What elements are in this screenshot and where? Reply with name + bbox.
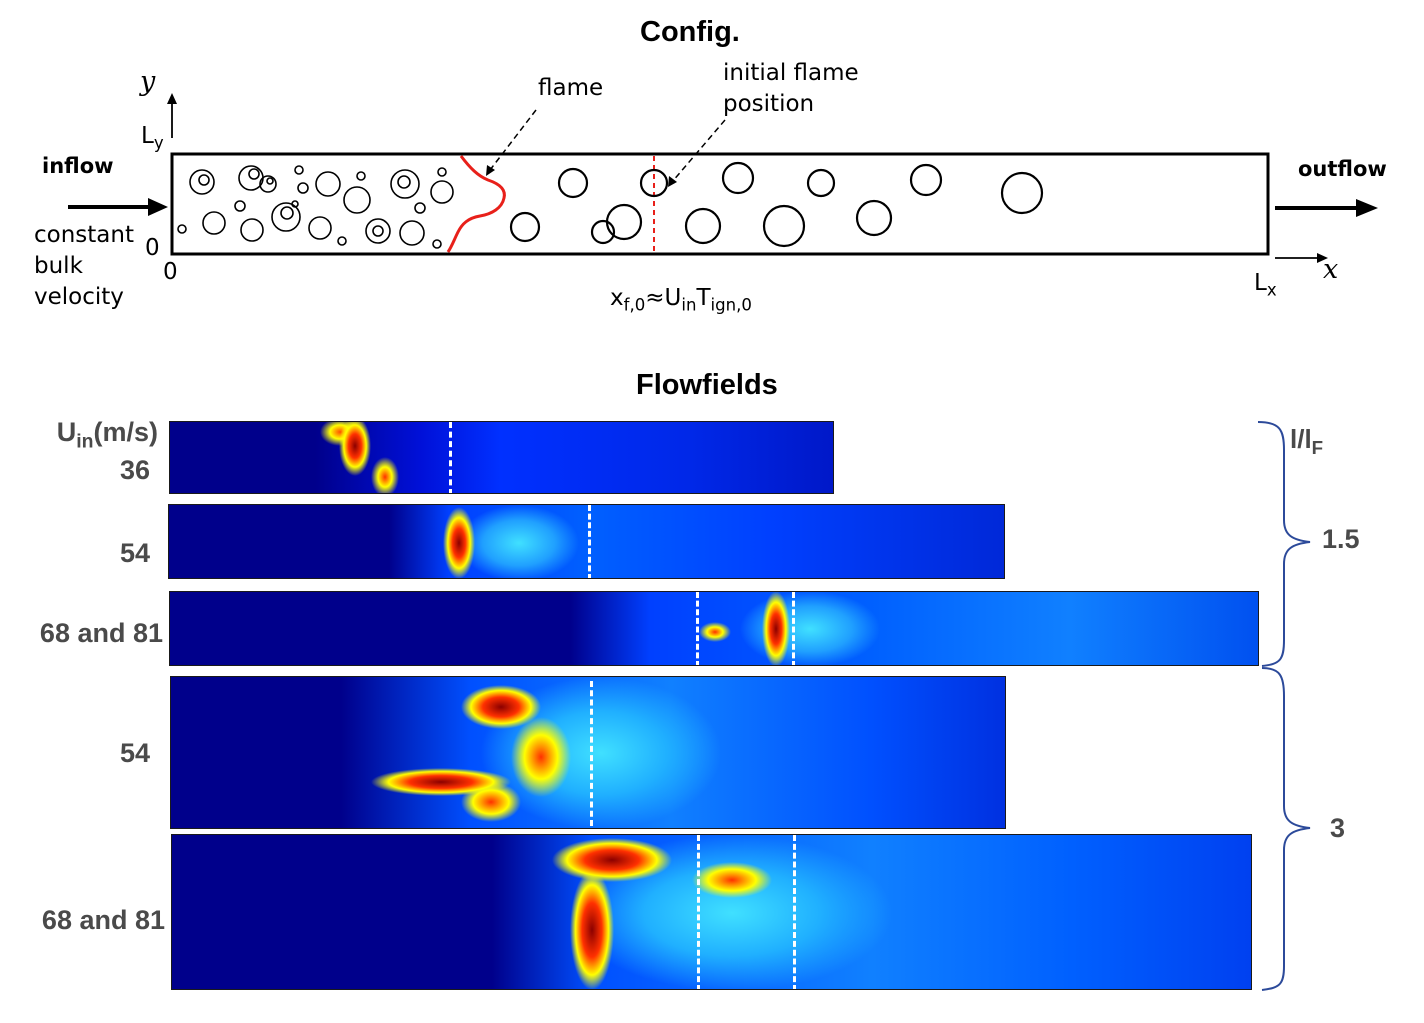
brace-group-2 bbox=[1261, 667, 1311, 991]
row-label-1: 36 bbox=[119, 455, 150, 485]
initial-flame-leader bbox=[671, 119, 726, 183]
inflow-desc-1: constant bbox=[34, 222, 134, 248]
inflow-arrowhead bbox=[148, 198, 168, 216]
inflow-desc-3: velocity bbox=[34, 284, 124, 310]
config-diagram bbox=[68, 93, 1378, 263]
ratio-group-1-label: 1.5 bbox=[1322, 524, 1360, 554]
config-title: Config. bbox=[640, 16, 740, 48]
initial-flame-label-2: position bbox=[723, 91, 815, 117]
xf0-label: xf,0≈UinTign,0 bbox=[610, 285, 752, 315]
large-eddies bbox=[509, 161, 1044, 248]
x-axis-arrowhead bbox=[1317, 253, 1328, 263]
flowfield-panel-2 bbox=[168, 504, 1005, 579]
flame-leader bbox=[489, 109, 537, 171]
flowfield-panel-1 bbox=[169, 421, 834, 494]
flame-label: flame bbox=[538, 75, 604, 101]
brace-group-1 bbox=[1257, 421, 1311, 667]
flowfield-panel-4 bbox=[170, 676, 1006, 829]
channel-box bbox=[170, 152, 1270, 256]
y-axis-arrowhead bbox=[167, 93, 177, 104]
flowfields-title: Flowfields bbox=[636, 369, 778, 401]
flame-front bbox=[446, 155, 506, 253]
row-label-4: 54 bbox=[119, 738, 150, 768]
row-label-3: 68 and 81 bbox=[39, 618, 163, 648]
x-axis-label: x bbox=[1323, 254, 1339, 285]
uin-header: Uin(m/s) bbox=[56, 417, 158, 453]
ly-label: Ly bbox=[141, 123, 164, 153]
x-zero-label: 0 bbox=[163, 259, 178, 285]
flowfield-panel-5 bbox=[171, 834, 1252, 990]
inflow-desc-2: bulk bbox=[34, 253, 83, 279]
initial-flame-label-1: initial flame bbox=[723, 60, 859, 86]
row-label-5: 68 and 81 bbox=[41, 905, 165, 935]
ratio-header: l/lF bbox=[1290, 424, 1324, 459]
inflow-label: inflow bbox=[42, 154, 114, 178]
lx-label: Lx bbox=[1254, 270, 1277, 300]
y-axis-label: y bbox=[140, 66, 156, 97]
outflow-label: outflow bbox=[1298, 157, 1387, 181]
ratio-group-2-label: 3 bbox=[1330, 813, 1346, 843]
y-zero-label: 0 bbox=[145, 235, 160, 261]
row-label-2: 54 bbox=[119, 538, 150, 568]
flowfield-panel-3 bbox=[169, 591, 1259, 666]
outflow-arrowhead bbox=[1356, 199, 1378, 217]
small-eddies bbox=[177, 165, 454, 249]
